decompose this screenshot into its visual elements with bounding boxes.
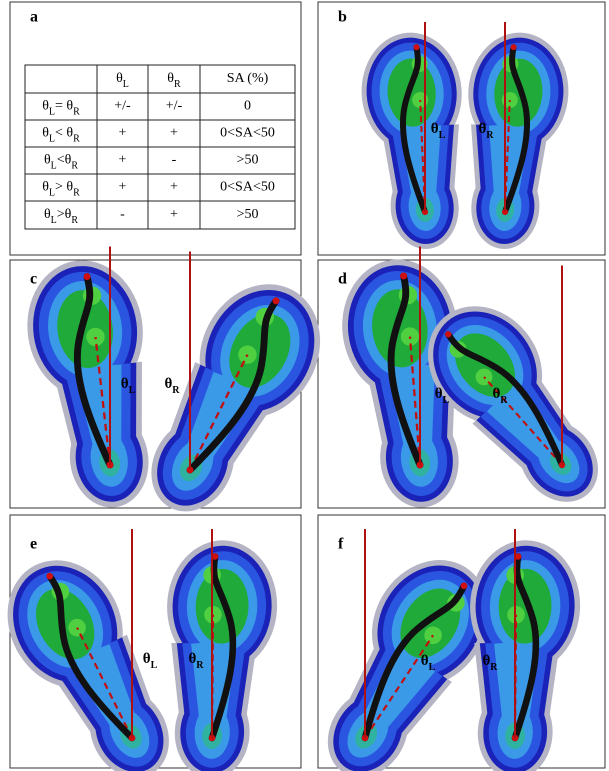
text-segment: <θ [57, 153, 72, 168]
text-segment: θ [164, 376, 172, 392]
table-text: >50 [237, 207, 259, 222]
table-text: +/- [114, 99, 131, 114]
table-text: 0<SA<50 [220, 126, 275, 141]
footprint [161, 538, 279, 771]
panel-label: e [30, 536, 37, 553]
theta-right-label: θR [164, 376, 180, 395]
text-segment: +/- [166, 99, 183, 114]
text-segment: θ [478, 121, 486, 137]
text-segment: >θ [57, 207, 72, 222]
panel-label: f [338, 536, 344, 553]
subscript: R [73, 106, 80, 117]
text-segment: θ [121, 376, 129, 392]
footprint [19, 253, 168, 516]
subscript: L [439, 130, 446, 141]
text-segment: + [119, 180, 127, 195]
text-segment: θ [143, 651, 151, 667]
text-segment: - [172, 153, 177, 168]
page: abcdefθLθRSA (%)θL= θR+/-+/-0θL< θR++0<S… [0, 0, 609, 771]
text-segment: 0 [244, 99, 251, 114]
table-text: θR [167, 71, 181, 90]
footprint [0, 540, 195, 771]
panel-label: a [30, 9, 38, 26]
table-text: SA (%) [227, 71, 269, 86]
subscript: R [486, 130, 494, 141]
footprint [124, 263, 343, 537]
subscript: R [73, 187, 80, 198]
text-segment: 0<SA<50 [220, 180, 275, 195]
text-segment: + [170, 126, 178, 141]
text-segment: - [120, 207, 125, 222]
text-segment: θ [435, 386, 443, 402]
footprint [358, 29, 473, 252]
table-text: >50 [237, 153, 259, 168]
panel-label: b [338, 9, 347, 26]
panel-frame [318, 2, 605, 255]
text-segment: + [119, 153, 127, 168]
subscript: R [71, 215, 78, 226]
table-text: + [170, 126, 178, 141]
footprint [458, 29, 573, 252]
table-text: 0 [244, 99, 251, 114]
subscript: R [500, 395, 508, 406]
subscript: L [151, 660, 158, 671]
subscript: R [71, 160, 78, 171]
text-segment: 0<SA<50 [220, 126, 275, 141]
subscript: L [129, 385, 136, 396]
subscript: R [73, 133, 80, 144]
text-segment: < θ [55, 126, 73, 141]
table-text: θL> θR [42, 180, 80, 199]
table-text: + [170, 180, 178, 195]
subscript: L [123, 79, 129, 90]
text-segment: >50 [237, 207, 259, 222]
subscript: L [429, 662, 436, 673]
text-segment: > θ [55, 180, 73, 195]
subscript: R [174, 79, 181, 90]
text-segment: = θ [55, 99, 73, 114]
text-segment: θ [421, 653, 429, 669]
table-text: + [119, 126, 127, 141]
table-text: θL>θR [44, 207, 78, 226]
theta-left-label: θL [143, 651, 158, 670]
text-segment: θ [482, 653, 490, 669]
table-text: θL [116, 71, 129, 90]
table-text: θL= θR [42, 99, 80, 118]
table-text: - [120, 207, 125, 222]
table-text: +/- [166, 99, 183, 114]
table-text: θL< θR [42, 126, 80, 145]
text-segment: + [170, 180, 178, 195]
table-text: + [119, 180, 127, 195]
text-segment: SA (%) [227, 71, 269, 86]
subscript: R [490, 662, 498, 673]
subscript: R [172, 385, 180, 396]
text-segment: θ [431, 121, 439, 137]
text-segment: + [170, 207, 178, 222]
subscript: L [443, 395, 450, 406]
table-text: θL<θR [44, 153, 78, 172]
text-segment: +/- [114, 99, 131, 114]
text-segment: θ [188, 651, 196, 667]
table-text: - [172, 153, 177, 168]
table-text: 0<SA<50 [220, 180, 275, 195]
text-segment: + [119, 126, 127, 141]
table-text: + [170, 207, 178, 222]
table-text: + [119, 153, 127, 168]
subscript: R [196, 660, 204, 671]
table-cell [25, 65, 97, 93]
figure: abcdefθLθRSA (%)θL= θR+/-+/-0θL< θR++0<S… [0, 0, 609, 771]
panel-label: d [338, 271, 347, 288]
text-segment: θ [492, 386, 500, 402]
panel-label: c [30, 271, 37, 288]
text-segment: >50 [237, 153, 259, 168]
